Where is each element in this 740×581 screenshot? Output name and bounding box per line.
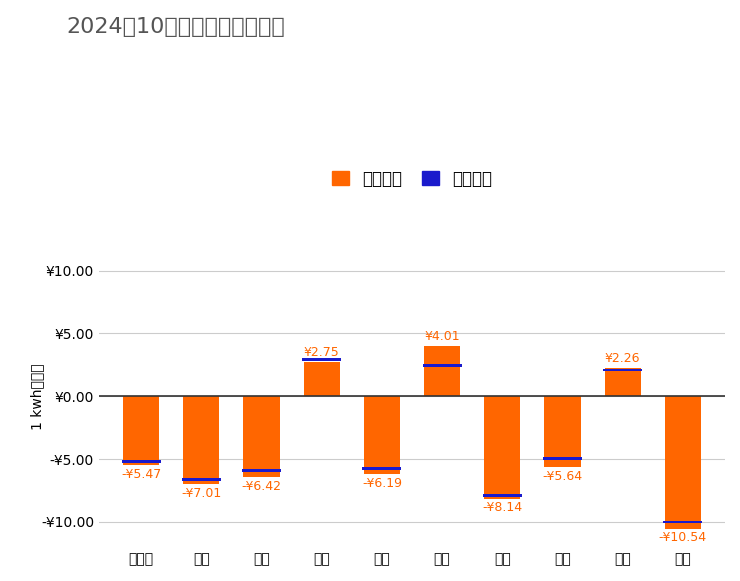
Bar	[424, 346, 460, 396]
Text: -¥8.14: -¥8.14	[482, 501, 522, 514]
Y-axis label: 1 kwhあたり: 1 kwhあたり	[30, 363, 44, 429]
Bar	[484, 396, 520, 498]
Text: -¥7.01: -¥7.01	[181, 487, 221, 500]
Bar	[302, 358, 341, 361]
Text: ¥2.26: ¥2.26	[605, 352, 640, 365]
Bar	[184, 396, 219, 485]
Text: -¥6.42: -¥6.42	[241, 479, 281, 493]
Bar	[182, 478, 221, 480]
Legend: 自由料金, 規制料金: 自由料金, 規制料金	[326, 163, 499, 195]
Bar	[364, 396, 400, 474]
Bar	[665, 396, 701, 529]
Text: -¥5.64: -¥5.64	[542, 469, 582, 483]
Text: -¥6.19: -¥6.19	[362, 476, 402, 490]
Text: ¥2.75: ¥2.75	[304, 346, 340, 359]
Text: ¥4.01: ¥4.01	[424, 331, 460, 343]
Text: 2024年10月の燃料費調整単価: 2024年10月の燃料費調整単価	[67, 17, 286, 37]
Bar	[243, 396, 280, 477]
Bar	[663, 521, 702, 523]
Bar	[242, 469, 281, 472]
Bar	[123, 396, 159, 465]
Bar	[121, 460, 161, 463]
Bar	[603, 368, 642, 371]
Text: -¥10.54: -¥10.54	[659, 531, 707, 544]
Bar	[303, 362, 340, 396]
Bar	[363, 467, 401, 470]
Bar	[423, 364, 462, 367]
Bar	[545, 396, 580, 467]
Bar	[482, 494, 522, 497]
Text: -¥5.47: -¥5.47	[121, 468, 161, 480]
Bar	[543, 457, 582, 460]
Bar	[605, 368, 641, 396]
